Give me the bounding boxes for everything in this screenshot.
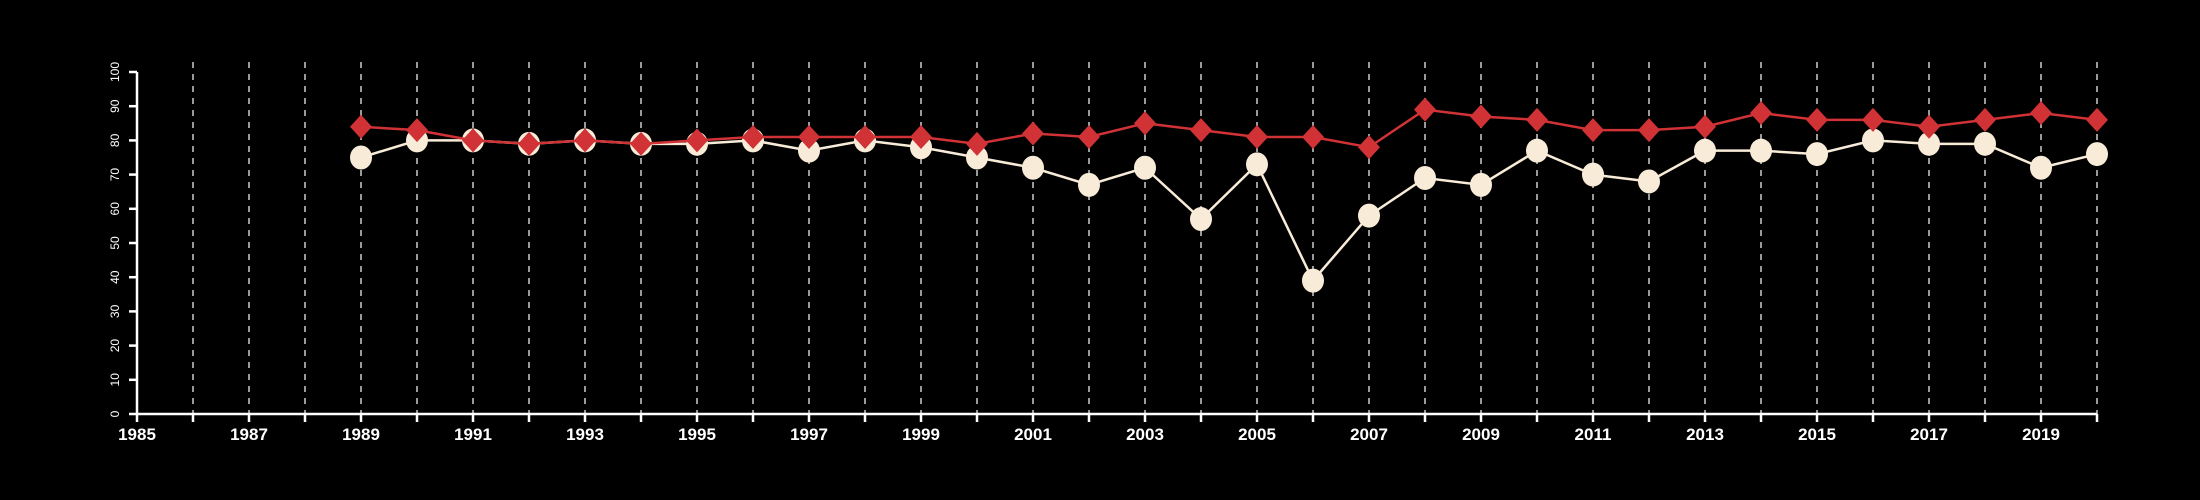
data-point <box>1414 97 1436 122</box>
series-cream <box>350 128 2108 293</box>
x-tick-label: 1989 <box>342 425 380 444</box>
y-tick-label: 100 <box>108 62 122 82</box>
data-point <box>1694 138 1716 163</box>
data-point <box>1526 138 1548 163</box>
y-tick-label: 10 <box>108 373 122 387</box>
x-tick-label: 2001 <box>1014 425 1052 444</box>
y-tick-label: 80 <box>108 133 122 147</box>
data-point <box>966 145 988 170</box>
y-tick-label: 40 <box>108 270 122 284</box>
data-point <box>1078 124 1100 149</box>
data-point <box>1078 172 1100 197</box>
series-group <box>350 97 2108 293</box>
data-point <box>1470 172 1492 197</box>
data-point <box>966 131 988 156</box>
x-tick-label: 2007 <box>1350 425 1388 444</box>
x-tick-label: 2011 <box>1575 425 1612 444</box>
data-point <box>854 124 876 149</box>
data-point <box>462 128 484 153</box>
data-point <box>798 138 820 163</box>
data-point <box>1918 114 1940 139</box>
data-point <box>1806 107 1828 132</box>
data-point <box>742 124 764 149</box>
data-point <box>1134 155 1156 180</box>
y-tick-label: 50 <box>108 236 122 250</box>
grid-lines <box>192 62 2098 414</box>
data-point <box>1638 169 1660 194</box>
data-point <box>350 145 372 170</box>
data-point <box>1918 131 1940 156</box>
data-point <box>686 128 708 153</box>
series-red <box>350 97 2108 160</box>
x-tick-label: 1985 <box>118 425 156 444</box>
data-point <box>1862 107 1884 132</box>
x-tick-label: 1997 <box>790 425 828 444</box>
x-tick-label: 1995 <box>678 425 716 444</box>
data-point <box>1302 124 1324 149</box>
x-tick-label: 2009 <box>1462 425 1500 444</box>
y-tick-label: 0 <box>108 410 122 417</box>
x-tick-label: 1993 <box>566 425 604 444</box>
x-tick-label: 2005 <box>1238 425 1276 444</box>
data-point <box>1470 104 1492 129</box>
series-red-line <box>360 108 2098 149</box>
data-point <box>350 114 372 139</box>
data-point <box>1974 107 1996 132</box>
data-point <box>1190 118 1212 143</box>
data-point <box>1582 162 1604 187</box>
data-point <box>910 124 932 149</box>
data-point <box>1862 128 1884 153</box>
data-point <box>1246 124 1268 149</box>
data-point <box>1750 101 1772 126</box>
y-tick-label: 30 <box>108 304 122 318</box>
data-point <box>406 118 428 143</box>
data-point <box>1358 135 1380 160</box>
data-point <box>574 128 596 153</box>
x-tick-label: 2017 <box>1910 425 1948 444</box>
y-tick-label: 20 <box>108 339 122 353</box>
data-point <box>1134 111 1156 136</box>
data-point <box>1582 118 1604 143</box>
data-point <box>1694 114 1716 139</box>
data-point <box>2086 142 2108 167</box>
axes: 0 10 20 30 40 50 60 70 80 90 100 1985 1987 1989 1991 19… <box>108 62 2099 444</box>
x-tick-label: 1991 <box>454 425 492 444</box>
data-point <box>1638 118 1660 143</box>
data-point <box>518 131 540 156</box>
data-point <box>1246 152 1268 177</box>
series-cream-line <box>360 139 2098 283</box>
data-point <box>1806 142 1828 167</box>
x-tick-label: 2015 <box>1798 425 1836 444</box>
data-point <box>1358 203 1380 228</box>
data-point <box>630 131 652 156</box>
data-point <box>1190 207 1212 232</box>
data-point <box>1022 121 1044 146</box>
data-point <box>2030 101 2052 126</box>
x-tick-label: 1987 <box>230 425 268 444</box>
x-tick-label: 2013 <box>1686 425 1724 444</box>
x-tick-label: 2003 <box>1126 425 1164 444</box>
y-tick-label: 90 <box>108 99 122 113</box>
x-tick-label: 2019 <box>2022 425 2060 444</box>
data-point <box>798 124 820 149</box>
y-tick-label: 60 <box>108 202 122 216</box>
x-tick-label: 1999 <box>902 425 940 444</box>
data-point <box>1302 268 1324 293</box>
data-point <box>2086 107 2108 132</box>
data-point <box>1750 138 1772 163</box>
y-tick-label: 70 <box>108 168 122 182</box>
data-point <box>1974 131 1996 156</box>
data-point <box>1414 166 1436 191</box>
data-point <box>1022 155 1044 180</box>
data-point <box>2030 155 2052 180</box>
data-point <box>1526 107 1548 132</box>
